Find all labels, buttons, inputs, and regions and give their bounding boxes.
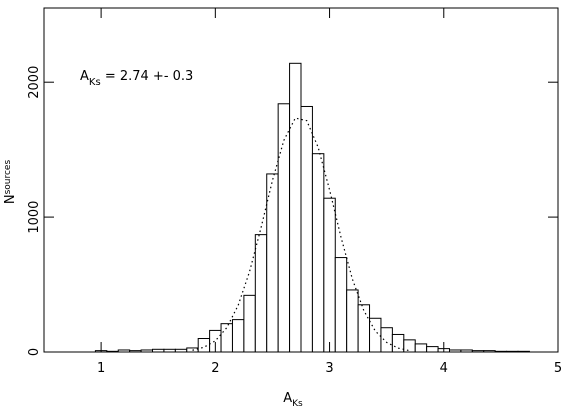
bar	[323, 197, 336, 353]
x-tick-label: 3	[325, 361, 333, 376]
bar	[266, 173, 279, 353]
x-axis-label: AKs	[283, 391, 303, 409]
bar	[243, 294, 256, 353]
plot-frame	[43, 7, 559, 353]
bar	[403, 339, 416, 353]
bar	[289, 62, 302, 353]
y-tick-label: 2000	[27, 66, 42, 99]
bar	[369, 317, 382, 353]
x-tick-label: 2	[211, 361, 219, 376]
bar	[277, 103, 291, 353]
bar	[380, 327, 393, 353]
x-label-base: A	[283, 391, 292, 406]
bar	[300, 105, 313, 353]
bar	[357, 304, 371, 353]
bar	[231, 319, 245, 353]
bar	[254, 234, 268, 353]
x-tick-label: 5	[554, 361, 562, 376]
y-axis-label: Nsources	[3, 160, 18, 205]
y-label-sub: sources	[3, 160, 13, 195]
y-tick-label: 1000	[27, 201, 42, 234]
fit-curve	[192, 117, 410, 352]
annotation-text: = 2.74 +- 0.3	[101, 69, 194, 84]
annotation-base: A	[80, 69, 89, 84]
y-label-base: N	[3, 194, 18, 204]
x-label-sub: Ks	[292, 399, 303, 409]
bar	[197, 338, 211, 353]
bar	[391, 333, 405, 353]
x-tick-label: 4	[440, 361, 448, 376]
x-tick-label: 1	[97, 361, 105, 376]
bar	[220, 323, 233, 353]
bar	[346, 289, 359, 353]
bar	[426, 346, 439, 353]
bar	[334, 257, 348, 353]
annotation: AKs = 2.74 +- 0.3	[80, 69, 193, 88]
annotation-sub: Ks	[89, 77, 101, 88]
y-tick-label: 0	[27, 348, 42, 356]
bar	[414, 343, 428, 353]
bar	[311, 153, 325, 353]
